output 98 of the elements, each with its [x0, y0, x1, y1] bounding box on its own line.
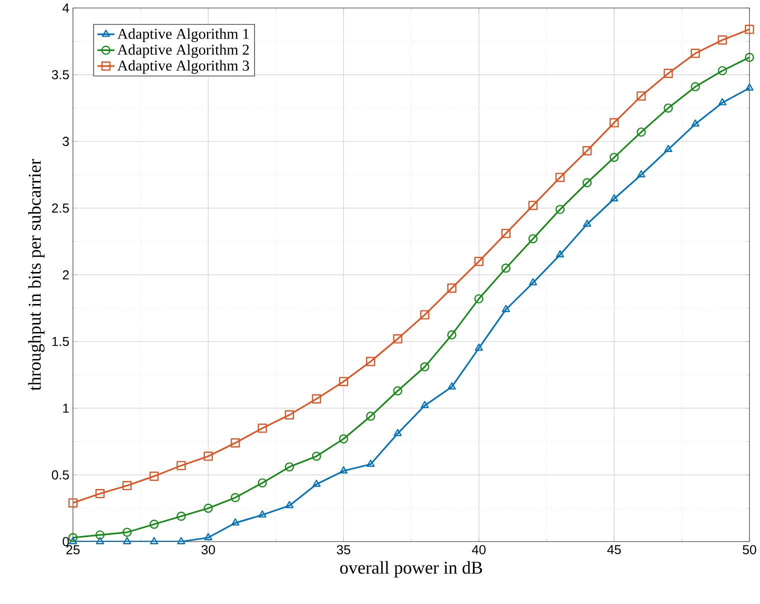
- point: [366, 412, 376, 422]
- point: [123, 537, 132, 544]
- point: [664, 68, 673, 78]
- y-tick-label: 4: [62, 4, 70, 13]
- point: [122, 481, 132, 490]
- x-tick-label: 30: [202, 545, 215, 555]
- legend-label: Adaptive Algorithm 2: [117, 44, 249, 58]
- point: [474, 294, 484, 304]
- point: [68, 537, 77, 544]
- point: [204, 504, 213, 514]
- point: [636, 128, 646, 137]
- point: [95, 530, 105, 540]
- point: [176, 512, 186, 522]
- point: [68, 498, 78, 508]
- point: [394, 429, 402, 436]
- point: [637, 170, 646, 178]
- point: [582, 178, 592, 188]
- point: [312, 480, 321, 488]
- point: [691, 120, 700, 127]
- point: [528, 278, 538, 286]
- point: [690, 48, 700, 58]
- point: [150, 472, 159, 482]
- point: [230, 438, 240, 448]
- point: [474, 344, 483, 351]
- point: [258, 478, 267, 488]
- y-tick-label: 3: [62, 137, 69, 146]
- point: [636, 92, 646, 101]
- y-tick-label: 1.5: [52, 337, 69, 346]
- point: [744, 52, 754, 62]
- point: [555, 173, 565, 182]
- y-tick-label: 2: [62, 270, 69, 280]
- point: [393, 386, 402, 396]
- point: [258, 424, 267, 434]
- point: [366, 357, 376, 366]
- point: [744, 24, 754, 34]
- x-axis-title: overall power in dB: [340, 561, 482, 578]
- point: [338, 434, 348, 444]
- x-tick-label: 35: [336, 545, 350, 555]
- point: [745, 84, 754, 91]
- y-tick-label: 0: [62, 537, 69, 546]
- point: [718, 36, 727, 45]
- point: [555, 205, 565, 214]
- point: [501, 264, 510, 273]
- y-axis-title: throughput in bits per subcarrier: [28, 159, 45, 391]
- point: [176, 461, 186, 470]
- point: [420, 401, 429, 408]
- point: [582, 146, 592, 156]
- point: [122, 528, 132, 538]
- legend-label: Adaptive Algorithm 3: [117, 60, 250, 74]
- point: [204, 452, 213, 462]
- x-tick-label: 25: [66, 545, 80, 555]
- point: [284, 410, 294, 420]
- legend-label: Adaptive Algorithm 1: [117, 28, 249, 42]
- point: [366, 460, 375, 468]
- point: [501, 229, 510, 238]
- point: [447, 330, 456, 340]
- y-tick-label: 3.5: [52, 70, 69, 80]
- point: [502, 305, 510, 312]
- point: [68, 533, 78, 542]
- point: [420, 310, 430, 320]
- point: [718, 98, 726, 106]
- point: [528, 201, 538, 210]
- x-tick-label: 40: [472, 545, 486, 555]
- y-tick-label: 2.5: [52, 204, 69, 213]
- point: [230, 493, 240, 502]
- point: [150, 537, 158, 544]
- point: [447, 284, 456, 293]
- point: [338, 377, 348, 386]
- point: [690, 82, 700, 92]
- point: [474, 257, 484, 266]
- x-tick-label: 50: [742, 545, 756, 555]
- point: [96, 537, 104, 544]
- point: [312, 394, 322, 404]
- point: [556, 250, 564, 258]
- y-tick-label: 0.5: [52, 470, 69, 480]
- point: [610, 118, 619, 128]
- point: [420, 362, 430, 372]
- point: [664, 145, 672, 152]
- point: [718, 66, 727, 76]
- point: [664, 104, 673, 113]
- point: [204, 533, 212, 540]
- point: [610, 153, 619, 162]
- point: [95, 489, 105, 498]
- x-tick-label: 45: [607, 545, 621, 554]
- point: [312, 452, 322, 462]
- point: [150, 520, 159, 530]
- point: [258, 510, 266, 518]
- point: [340, 466, 348, 474]
- point: [610, 194, 618, 202]
- point: [284, 462, 294, 472]
- point: [583, 220, 592, 227]
- point: [285, 501, 294, 508]
- point: [448, 382, 456, 390]
- point: [231, 518, 240, 526]
- point: [528, 234, 538, 244]
- point: [177, 537, 186, 544]
- point: [393, 334, 402, 344]
- y-tick-label: 1: [63, 404, 69, 413]
